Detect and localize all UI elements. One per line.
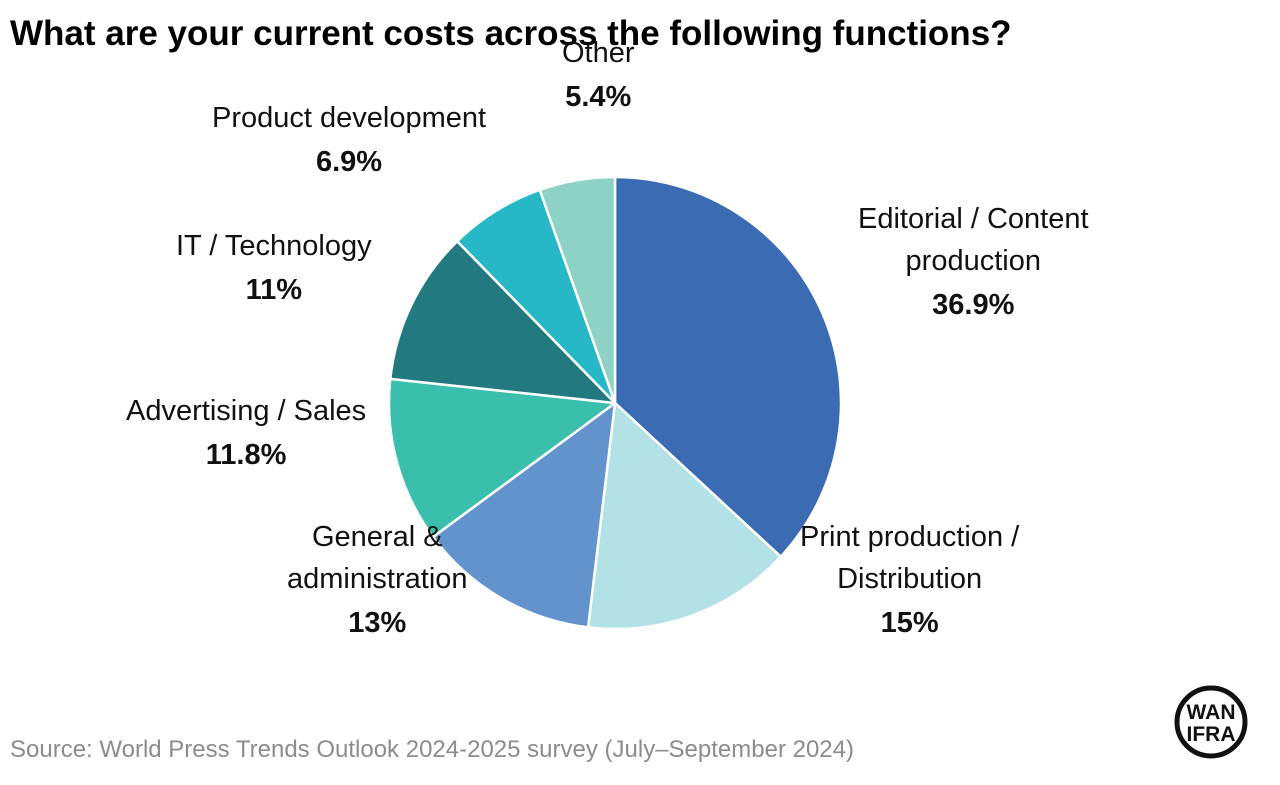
slice-label: Editorial / Content production 36.9% — [858, 198, 1089, 326]
slice-label-name: production — [905, 245, 1041, 277]
slice-label: Print production / Distribution 15% — [800, 516, 1019, 644]
svg-text:IFRA: IFRA — [1187, 723, 1236, 746]
svg-text:WAN: WAN — [1187, 701, 1236, 724]
wan-ifra-logo: WAN IFRA — [1174, 685, 1248, 759]
slice-label-name: Product development — [212, 102, 487, 134]
slice-value-label: 13% — [348, 607, 407, 639]
slice-value-label: 5.4% — [565, 81, 632, 113]
slice-label-name: Other — [562, 37, 635, 69]
slice-value-label: 11.8% — [205, 439, 287, 471]
slice-label-name: IT / Technology — [176, 230, 372, 262]
slice-value-label: 11% — [245, 274, 303, 306]
pie-slice-advertising-sales — [387, 377, 617, 539]
slice-label: Other 5.4% — [562, 32, 635, 118]
pie-slice-general-administration — [431, 401, 617, 629]
slice-label-name: Distribution — [837, 563, 983, 595]
slice-label: General & administration 13% — [287, 516, 468, 644]
slice-label-name: Editorial / Content — [858, 203, 1089, 235]
slice-value-label: 36.9% — [932, 289, 1015, 321]
slice-label-name: General & — [311, 521, 443, 553]
pie-slice-editorial-content-production — [613, 175, 843, 558]
slice-label: Advertising / Sales 11.8% — [126, 390, 366, 476]
pie-slice-it-technology — [389, 239, 617, 405]
pie-slice-print-production-distribution — [586, 401, 782, 631]
slice-label-name: Print production / — [800, 521, 1020, 553]
slice-value-label: 6.9% — [315, 146, 383, 178]
source-note: Source: World Press Trends Outlook 2024-… — [10, 736, 854, 763]
slice-value-label: 15% — [880, 607, 939, 639]
pie-slice-other — [538, 175, 617, 405]
chart-title: What are your current costs across the f… — [10, 14, 1012, 53]
slice-label: IT / Technology 11% — [176, 225, 372, 311]
slice-label-name: Advertising / Sales — [126, 395, 367, 427]
slice-label: Product development 6.9% — [212, 97, 486, 183]
slice-label-name: administration — [287, 563, 468, 595]
